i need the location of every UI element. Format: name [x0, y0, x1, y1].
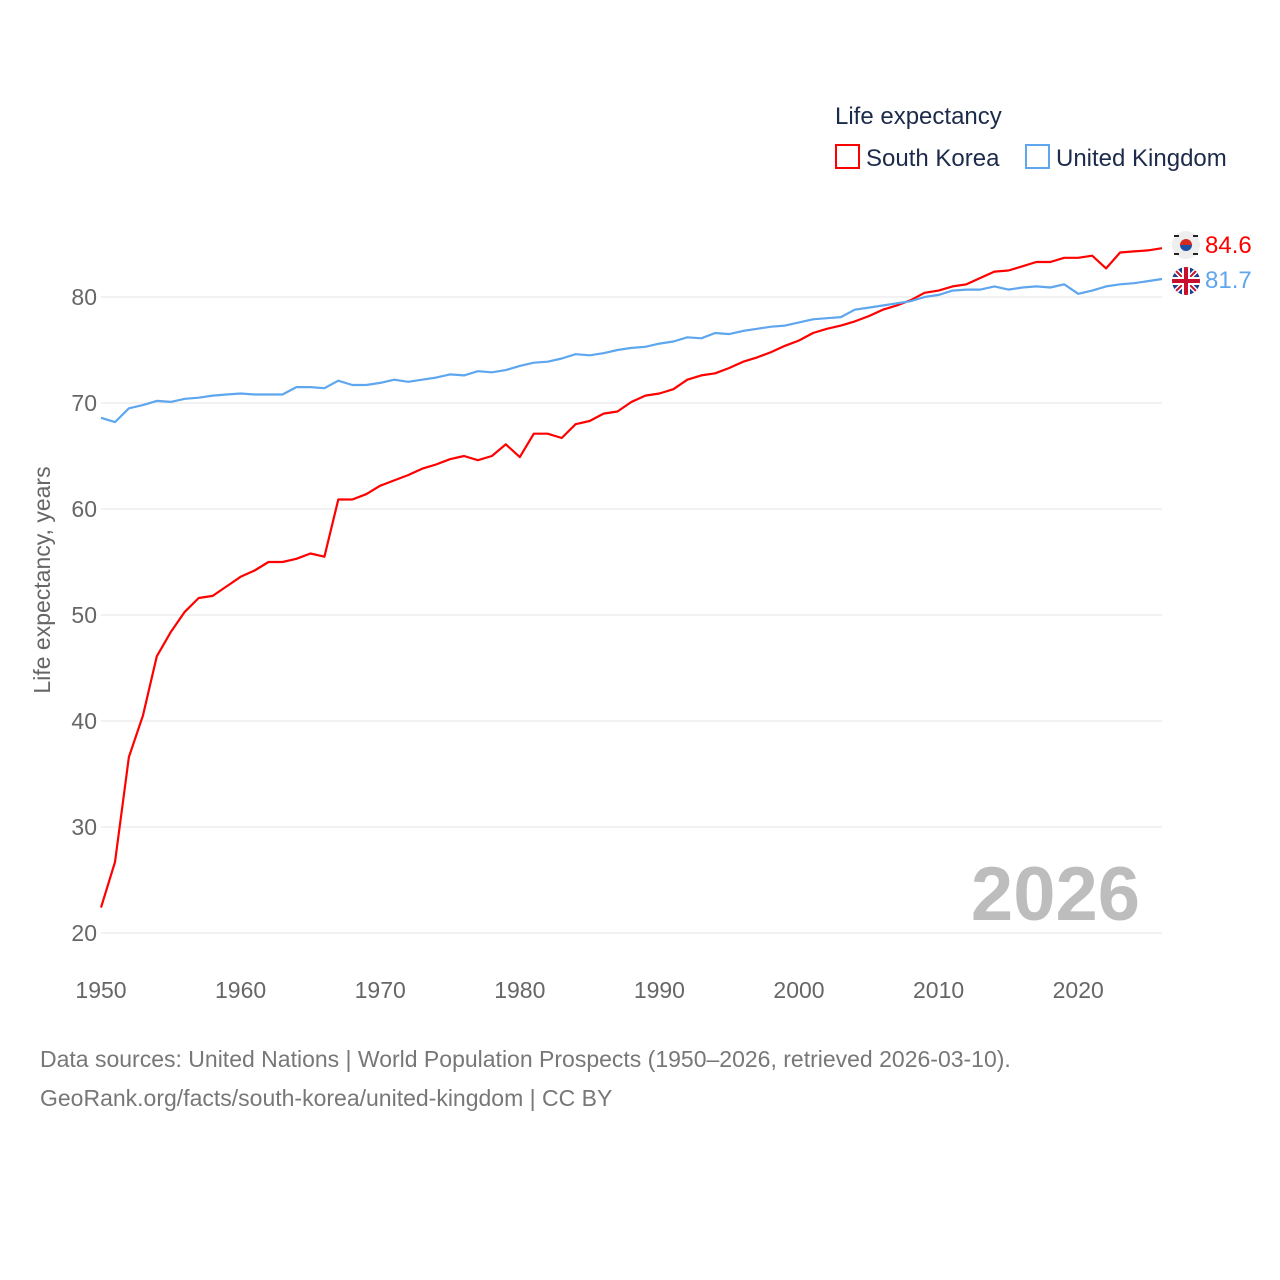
- data-source-text: Data sources: United Nations | World Pop…: [40, 1046, 1011, 1072]
- legend-swatch: [1025, 144, 1050, 169]
- x-tick-label: 2000: [773, 977, 824, 1003]
- y-axis-label: Life expectancy, years: [29, 466, 55, 693]
- x-tick-label: 2020: [1053, 977, 1104, 1003]
- x-axis-ticks: 1950 1960 1970 1980 1990 2000 2010 2020: [75, 977, 1103, 1003]
- x-tick-label: 1990: [634, 977, 685, 1003]
- y-tick-label: 50: [71, 602, 97, 628]
- y-axis-ticks: 20 30 40 50 60 70 80: [71, 284, 97, 946]
- legend-title: Life expectancy: [835, 103, 1002, 130]
- united-kingdom-flag-icon: [1172, 267, 1200, 295]
- x-tick-label: 2010: [913, 977, 964, 1003]
- south-korea-end-label: 84.6: [1205, 232, 1252, 259]
- legend: Life expectancy South Korea United Kingd…: [835, 103, 1227, 172]
- y-tick-label: 70: [71, 390, 97, 416]
- series-line-south-korea: [99, 247, 1163, 908]
- source-link[interactable]: GeoRank.org/facts/south-korea/united-kin…: [40, 1085, 613, 1111]
- x-tick-label: 1980: [494, 977, 545, 1003]
- legend-item-south-korea[interactable]: South Korea: [835, 144, 1000, 172]
- south-korea-flag-icon: [1172, 231, 1200, 259]
- series-lines: [99, 247, 1163, 908]
- x-tick-label: 1960: [215, 977, 266, 1003]
- x-tick-label: 1950: [75, 977, 126, 1003]
- y-tick-label: 20: [71, 920, 97, 946]
- year-watermark: 2026: [971, 852, 1140, 937]
- legend-swatch: [835, 144, 860, 169]
- united-kingdom-end-label: 81.7: [1205, 267, 1252, 294]
- legend-item-united-kingdom[interactable]: United Kingdom: [1025, 144, 1227, 172]
- series-line-united-kingdom: [100, 277, 1163, 424]
- y-tick-label: 60: [71, 496, 97, 522]
- y-tick-label: 80: [71, 284, 97, 310]
- grid-lines: [101, 296, 1162, 934]
- x-tick-label: 1970: [355, 977, 406, 1003]
- legend-label: South Korea: [866, 145, 1000, 172]
- y-tick-label: 30: [71, 814, 97, 840]
- legend-label: United Kingdom: [1056, 145, 1227, 172]
- y-tick-label: 40: [71, 708, 97, 734]
